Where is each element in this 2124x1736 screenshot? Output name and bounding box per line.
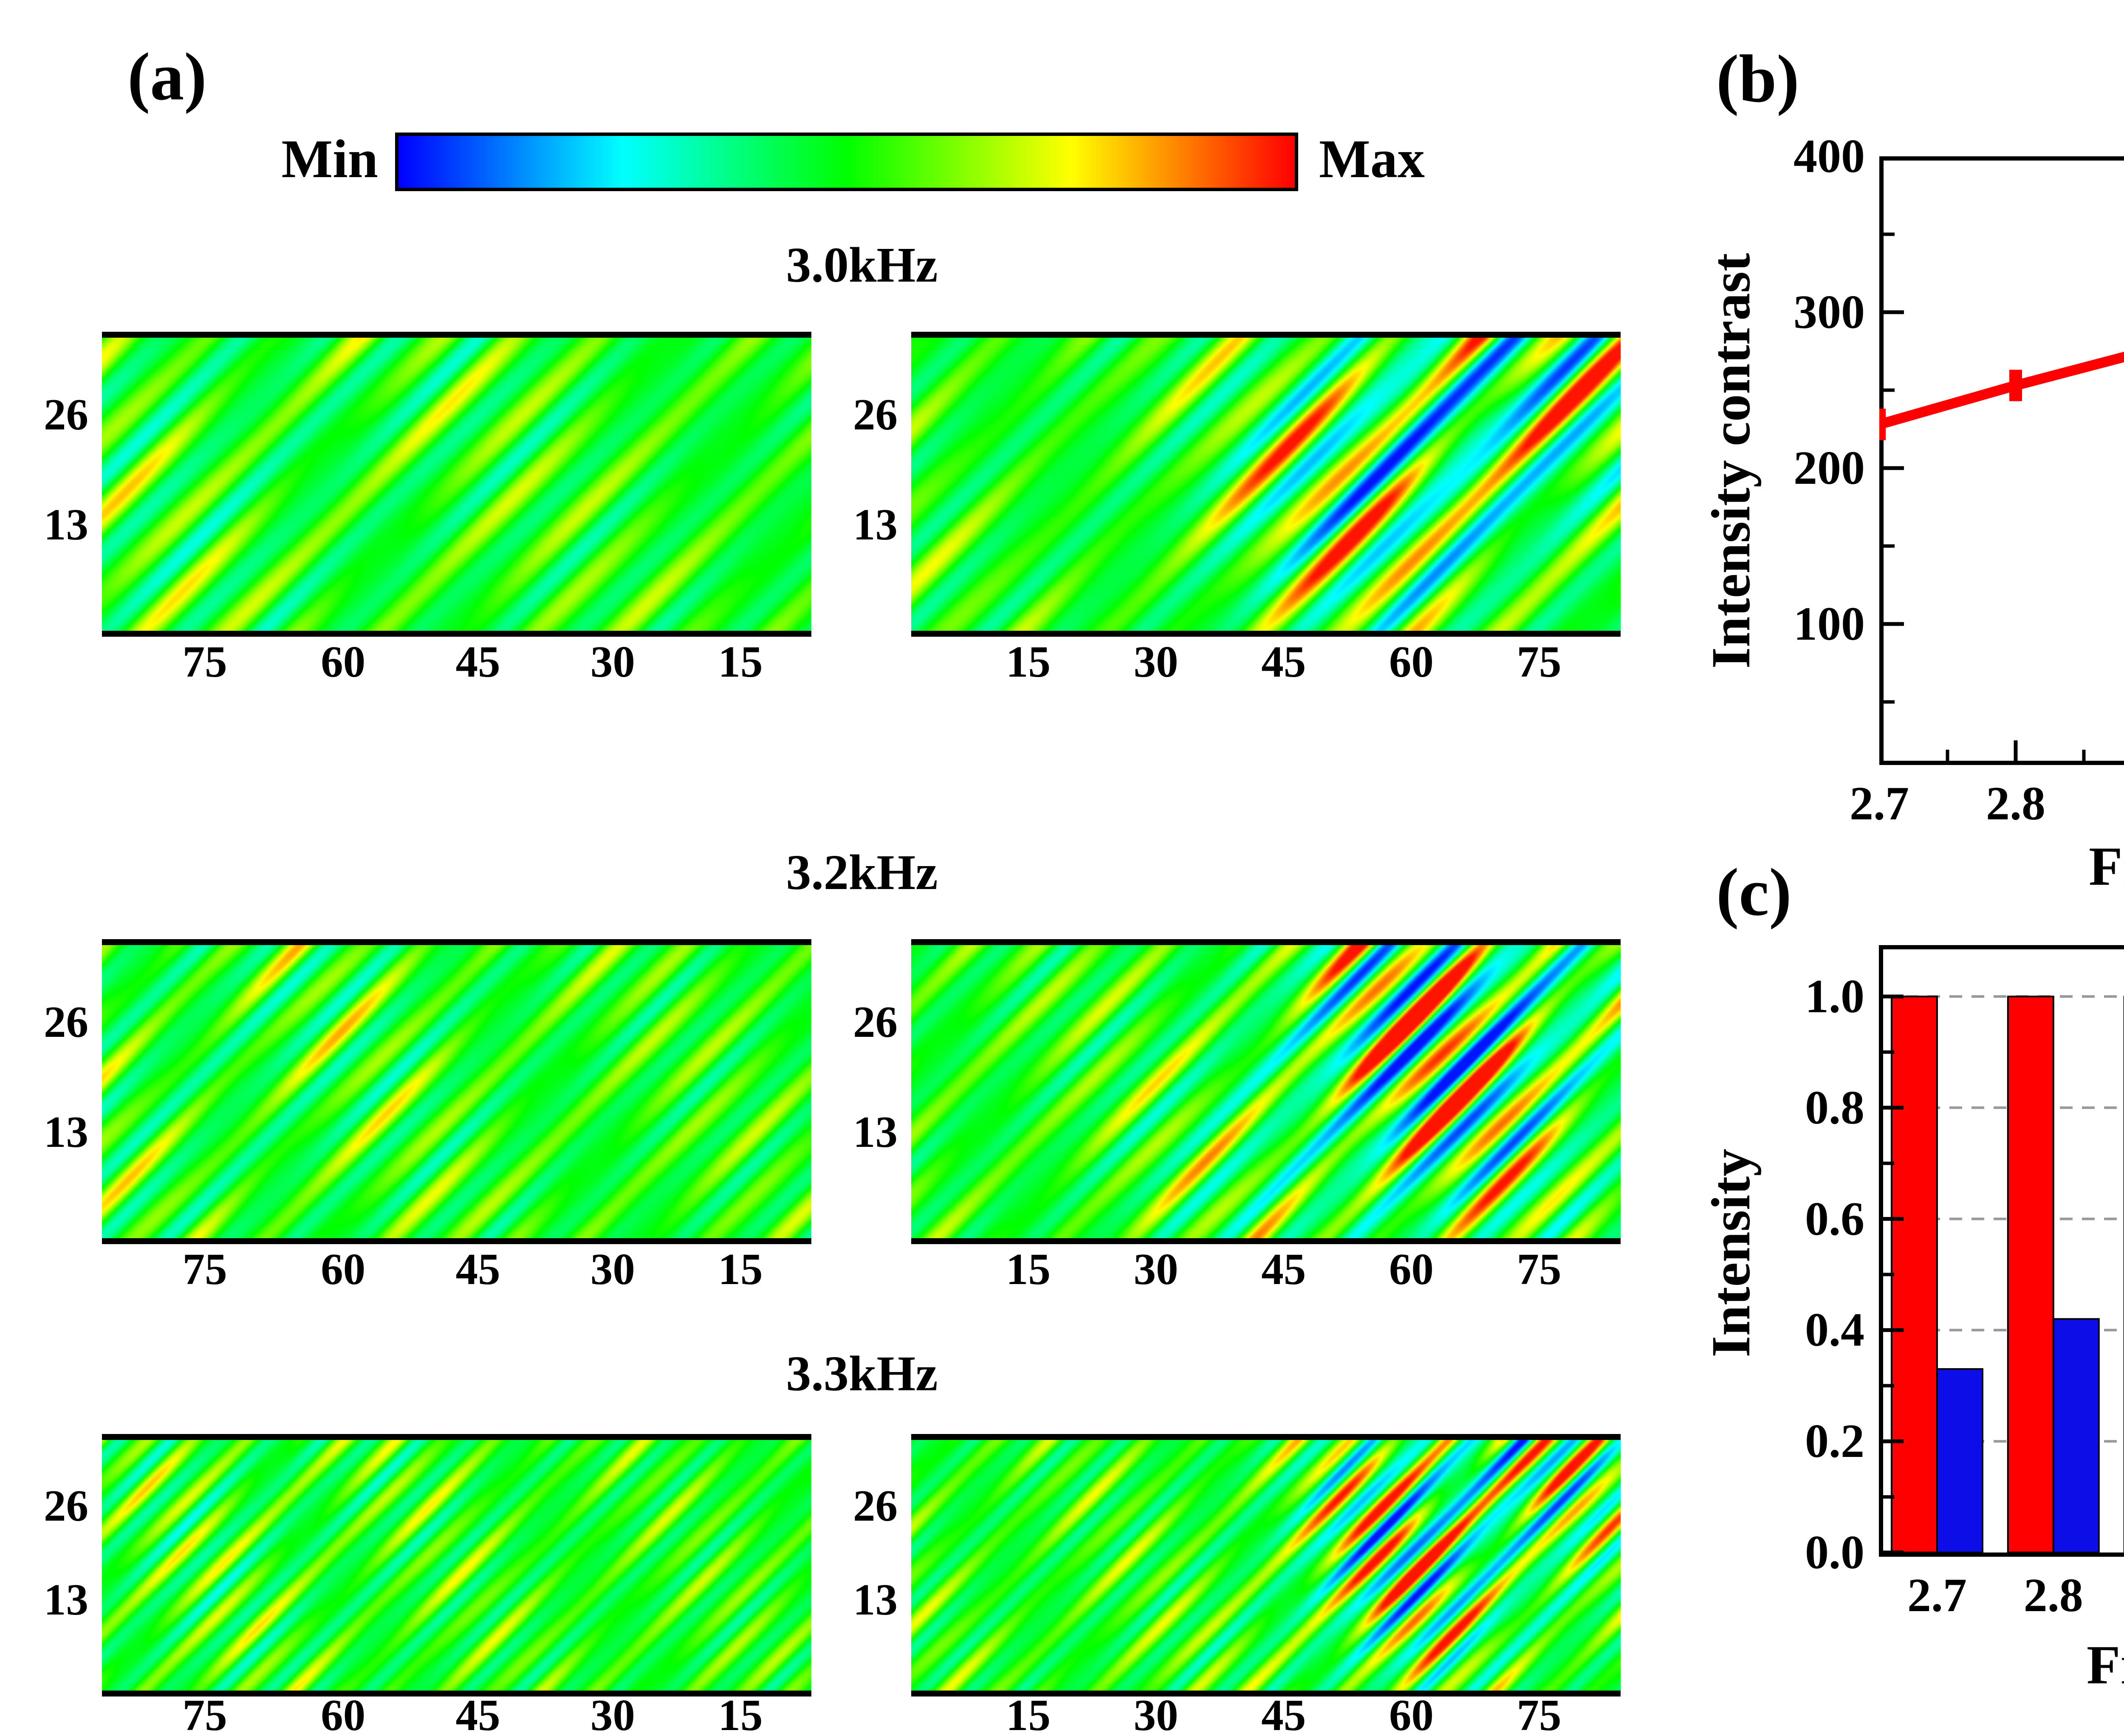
panel-b-x-tick-label: 2.8 [1986, 777, 2045, 830]
heatmap-x-tick: 45 [455, 1690, 500, 1736]
bar-red [2007, 996, 2054, 1553]
bar-red [1890, 996, 1938, 1553]
bar-blue [1936, 1368, 1983, 1554]
heatmap-right [911, 1434, 1621, 1696]
colorbar [395, 133, 1298, 191]
heatmap-y-tick: 26 [44, 997, 88, 1047]
heatmap-x-tick: 30 [1133, 1244, 1178, 1294]
heatmap-right [911, 939, 1621, 1244]
colorbar-max-label: Max [1319, 129, 1425, 189]
heatmap-y-tick: 13 [853, 499, 898, 549]
heatmap-left [102, 1434, 811, 1696]
panel-c-y-tick-label: 0.2 [1805, 1415, 1864, 1468]
heatmap-x-tick: 45 [455, 1244, 500, 1294]
panel-c-y-tick-label: 0.8 [1805, 1081, 1864, 1134]
heatmap-x-tick: 15 [718, 637, 763, 686]
plot-frame [1879, 156, 2124, 765]
panel-b-y-tick-label: 200 [1794, 442, 1865, 494]
line-chart-svg [1879, 156, 2124, 765]
heatmap-canvas [911, 945, 1621, 1238]
heatmap-row-title: 3.3kHz [786, 1346, 938, 1401]
plot-frame [1879, 945, 2124, 1557]
heatmap-canvas [102, 945, 811, 1238]
panel-c-label: (c) [1716, 854, 1792, 930]
heatmap-canvas [911, 338, 1621, 631]
panel-c-y-tick-label: 0.0 [1805, 1526, 1864, 1579]
panel-b-y-tick-label: 300 [1794, 286, 1865, 339]
heatmap-row-title: 3.2kHz [786, 844, 938, 900]
heatmap-x-tick: 30 [590, 1244, 635, 1294]
heatmap-x-tick: 60 [1389, 1244, 1434, 1294]
panel-b-label: (b) [1716, 41, 1799, 116]
colorbar-min-label: Min [281, 129, 378, 189]
panel-c-x-axis-title: Frequency (kHz) [2087, 1634, 2124, 1696]
panel-c-y-tick-label: 0.6 [1805, 1192, 1864, 1245]
heatmap-x-tick: 60 [1389, 637, 1434, 686]
heatmap-x-tick: 75 [1517, 637, 1562, 686]
heatmap-x-tick: 30 [1133, 1690, 1178, 1736]
line-series [1879, 352, 2124, 429]
heatmap-x-tick: 75 [182, 637, 227, 686]
heatmap-canvas [102, 1440, 811, 1691]
heatmap-x-tick: 15 [1006, 1244, 1051, 1294]
heatmap-y-tick: 26 [44, 1481, 88, 1531]
panel-b-y-tick-label: 100 [1794, 598, 1865, 650]
heatmap-y-tick: 13 [44, 1107, 88, 1157]
heatmap-x-tick: 45 [1261, 637, 1306, 686]
panel-b-x-axis-title: Frequency (kHz) [2089, 836, 2124, 897]
heatmap-x-tick: 45 [1261, 1690, 1306, 1736]
panel-c-x-tick-label: 2.9 [2106, 1572, 2124, 1619]
panel-c-y-tick-label: 1.0 [1805, 970, 1864, 1023]
heatmap-x-tick: 30 [590, 637, 635, 686]
heatmap-x-tick: 15 [718, 1690, 763, 1736]
heatmap-y-tick: 13 [44, 499, 88, 549]
heatmap-y-tick: 26 [44, 390, 88, 440]
heatmap-row-title: 3.0kHz [786, 237, 938, 293]
panel-c-x-tick-label: 2.8 [2023, 1569, 2083, 1622]
heatmap-x-tick: 30 [590, 1690, 635, 1736]
heatmap-x-tick: 75 [1517, 1690, 1562, 1736]
heatmap-y-tick: 13 [853, 1574, 898, 1624]
bar-blue [2052, 1318, 2100, 1553]
heatmap-canvas [102, 338, 811, 631]
heatmap-x-tick: 75 [182, 1244, 227, 1294]
heatmap-x-tick: 15 [1006, 637, 1051, 686]
bar-chart-svg [1879, 945, 2124, 1557]
heatmap-right [911, 332, 1621, 637]
heatmap-y-tick: 26 [853, 390, 898, 440]
heatmap-left [102, 939, 811, 1244]
panel-b-x-tick-label: 2.7 [1850, 777, 1909, 830]
heatmap-y-tick: 13 [44, 1574, 88, 1624]
heatmap-x-tick: 75 [182, 1690, 227, 1736]
heatmap-x-tick: 60 [321, 637, 366, 686]
panel-b-x-tick-label: 2.9 [2088, 780, 2124, 827]
heatmap-left [102, 332, 811, 637]
panel-b-y-tick-label: 400 [1794, 130, 1865, 183]
heatmap-x-tick: 60 [1389, 1690, 1434, 1736]
heatmap-x-tick: 60 [321, 1690, 366, 1736]
heatmap-x-tick: 30 [1133, 637, 1178, 686]
heatmap-y-tick: 13 [853, 1107, 898, 1157]
heatmap-x-tick: 45 [455, 637, 500, 686]
heatmap-canvas [911, 1440, 1621, 1691]
heatmap-y-tick: 26 [853, 997, 898, 1047]
panel-a-label: (a) [127, 39, 207, 114]
panel-c-y-tick-label: 0.4 [1805, 1304, 1864, 1357]
heatmap-x-tick: 45 [1261, 1244, 1306, 1294]
data-point-marker [2009, 370, 2022, 401]
heatmap-y-tick: 26 [853, 1481, 898, 1531]
heatmap-x-tick: 15 [718, 1244, 763, 1294]
heatmap-x-tick: 60 [321, 1244, 366, 1294]
heatmap-x-tick: 75 [1517, 1244, 1562, 1294]
heatmap-x-tick: 15 [1006, 1690, 1051, 1736]
data-point-marker [1879, 409, 1886, 440]
panel-c-x-tick-label: 2.7 [1907, 1569, 1967, 1622]
